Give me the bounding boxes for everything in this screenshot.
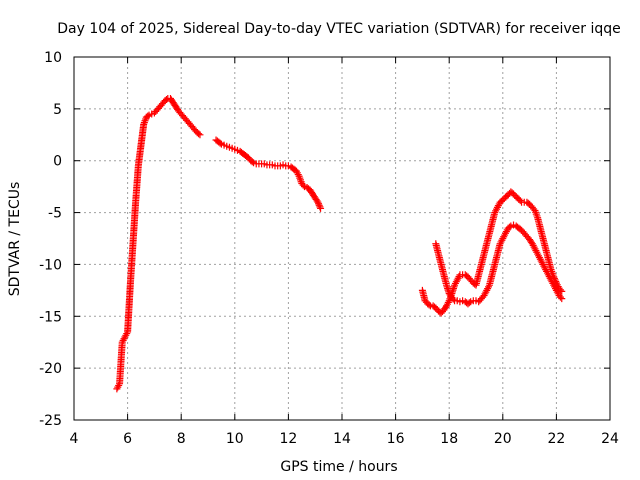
y-tick-label: -25 <box>39 413 62 429</box>
data-point <box>425 301 433 309</box>
x-tick-label: 6 <box>123 431 132 447</box>
data-point <box>294 171 302 179</box>
data-point <box>144 112 152 120</box>
data-point <box>313 197 321 205</box>
data-points <box>113 94 566 393</box>
x-tick-label: 10 <box>226 431 244 447</box>
x-tick-label: 22 <box>547 431 565 447</box>
data-point <box>558 295 566 303</box>
chart-title: Day 104 of 2025, Sidereal Day-to-day VTE… <box>57 21 621 37</box>
data-point <box>506 223 513 231</box>
x-tick-labels: 4 6 8 10 12 14 16 18 20 22 24 <box>70 431 619 447</box>
data-point <box>558 287 566 295</box>
x-tick-label: 24 <box>601 431 619 447</box>
y-tick-labels: -25 -20 -15 -10 -5 0 5 10 <box>39 50 62 429</box>
data-point <box>516 197 524 205</box>
data-point <box>485 283 493 291</box>
x-axis-title: GPS time / hours <box>280 459 397 475</box>
x-tick-label: 14 <box>333 431 351 447</box>
y-tick-label: 5 <box>53 102 62 118</box>
y-tick-label: -20 <box>39 361 62 377</box>
data-point <box>556 293 564 301</box>
data-point <box>444 298 452 306</box>
data-point <box>449 295 457 303</box>
data-point <box>248 158 256 166</box>
data-point <box>465 299 473 307</box>
data-point <box>196 131 204 139</box>
data-point <box>314 198 322 206</box>
data-point <box>315 201 323 209</box>
data-point <box>123 330 131 338</box>
x-tick-label: 20 <box>494 431 512 447</box>
data-point <box>315 200 323 208</box>
data-point <box>216 139 224 147</box>
data-point <box>455 273 463 281</box>
x-tick-label: 16 <box>387 431 405 447</box>
y-tick-label: 0 <box>53 154 62 170</box>
x-tick-label: 4 <box>70 431 79 447</box>
data-point <box>195 130 203 138</box>
x-tick-label: 8 <box>177 431 186 447</box>
data-point <box>317 204 325 212</box>
y-tick-label: -15 <box>39 309 62 325</box>
data-point <box>115 381 123 389</box>
y-tick-label: -10 <box>39 257 62 273</box>
data-point <box>299 181 307 189</box>
y-tick-label: -5 <box>48 206 62 222</box>
data-point <box>316 203 324 211</box>
x-tick-label: 12 <box>279 431 297 447</box>
y-axis-title: SDTVAR / TECUs <box>7 182 23 297</box>
x-tick-label: 18 <box>440 431 458 447</box>
axis-ticks <box>73 56 611 421</box>
y-tick-label: 10 <box>44 50 62 66</box>
